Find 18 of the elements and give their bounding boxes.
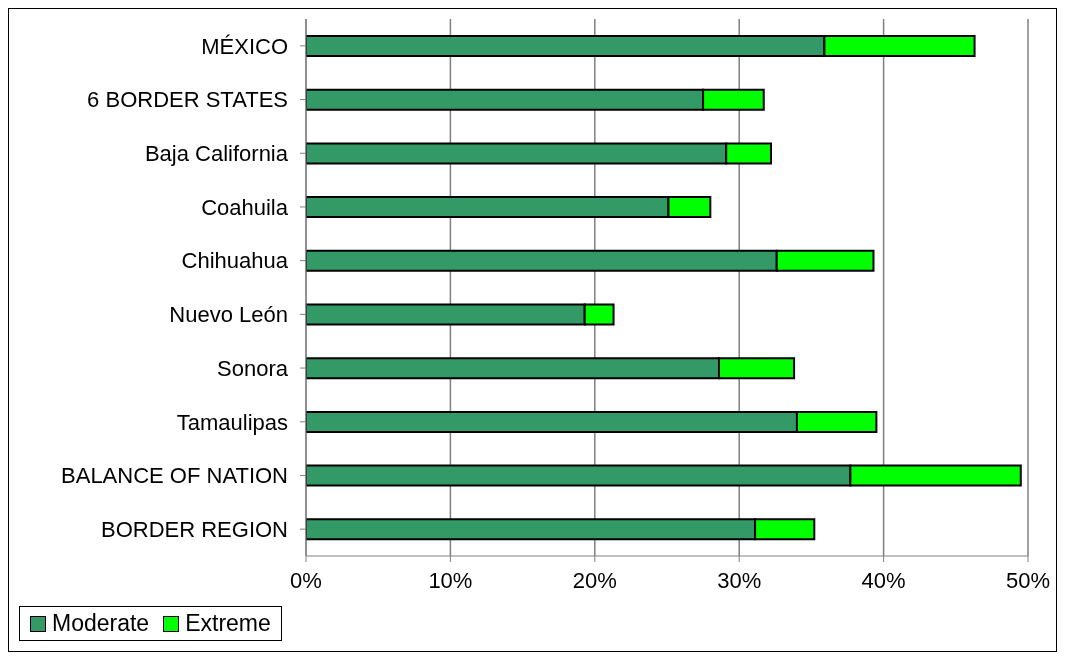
x-tick-label: 20% <box>572 567 617 593</box>
y-tick-label: BALANCE OF NATION <box>61 463 288 489</box>
x-tick-label: 30% <box>717 567 762 593</box>
x-tick-label: 40% <box>861 567 906 593</box>
y-tick-label: Tamaulipas <box>176 409 288 435</box>
y-tick-label: BORDER REGION <box>100 516 288 542</box>
y-tick-label: Chihuahua <box>181 248 289 274</box>
x-tick-label: 0% <box>290 567 322 593</box>
legend-label: Moderate <box>52 610 150 637</box>
y-tick-label: 6 BORDER STATES <box>87 87 288 113</box>
x-tick-label: 10% <box>428 567 473 593</box>
y-tick-label: Nuevo León <box>169 302 288 328</box>
legend-label: Extreme <box>185 610 271 637</box>
y-tick-label: Coahuila <box>201 194 289 220</box>
y-tick-label: Sonora <box>217 355 289 381</box>
y-tick-label: Baja California <box>144 141 289 167</box>
y-tick-label: MÉXICO <box>201 33 288 59</box>
x-tick-label: 50% <box>1005 567 1051 593</box>
